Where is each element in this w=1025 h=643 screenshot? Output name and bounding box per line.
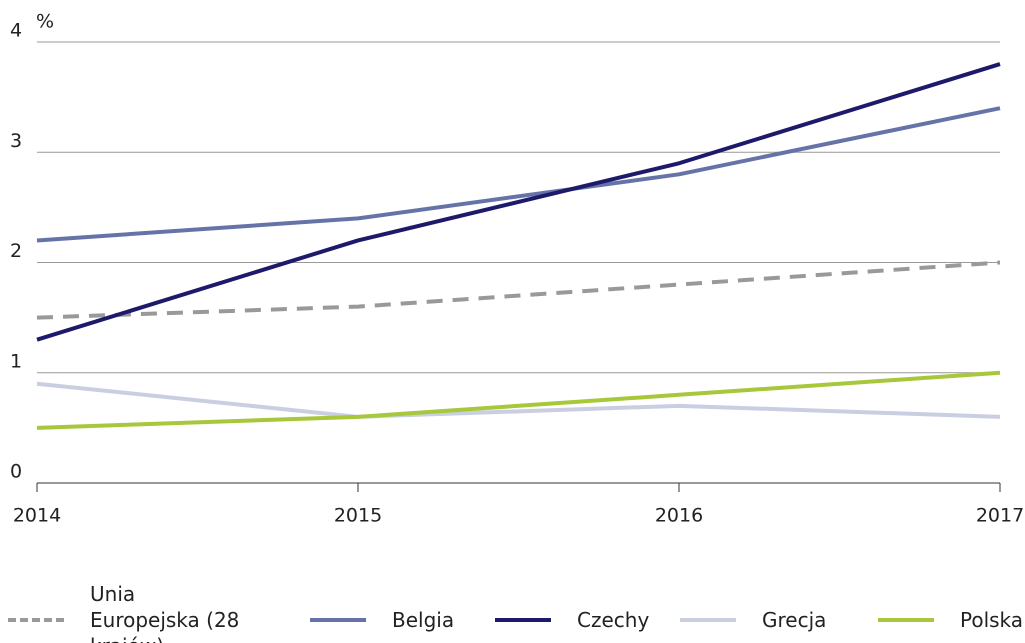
- y-tick-label: 4: [10, 20, 22, 42]
- legend-label: Belgia: [392, 608, 455, 632]
- legend-item: Polska: [878, 594, 1023, 643]
- legend-label: Unia Europejska (28 krajów): [90, 582, 240, 643]
- legend-swatch: [495, 618, 551, 622]
- y-axis-label: %: [36, 11, 54, 33]
- series-line: [36, 260, 1001, 320]
- x-tick-label: 2017: [976, 505, 1024, 527]
- legend-swatch: [878, 618, 934, 622]
- series-line: [36, 106, 1001, 243]
- legend-label: Czechy: [577, 608, 650, 632]
- x-tick-label: 2014: [13, 505, 61, 527]
- x-tick-label: 2015: [334, 505, 382, 527]
- y-tick-label: 3: [10, 130, 22, 152]
- legend-item: Czechy: [495, 594, 649, 643]
- legend-label: Grecja: [762, 608, 827, 632]
- y-tick-label: 0: [10, 461, 22, 483]
- y-tick-label: 1: [10, 350, 22, 372]
- legend-item: Grecja: [680, 594, 826, 643]
- series-line: [36, 62, 1001, 342]
- series-line: [36, 370, 1001, 430]
- legend-item: Belgia: [310, 594, 454, 643]
- legend-item: Unia Europejska (28 krajów): [8, 582, 240, 643]
- legend-swatch: [310, 618, 366, 622]
- legend-swatch: [680, 618, 736, 622]
- legend-swatch: [8, 618, 64, 622]
- y-tick-label: 2: [10, 240, 22, 262]
- x-tick-label: 2016: [655, 505, 703, 527]
- chart: % 0 1 2 3 4 2014 2015 2016 2017: [10, 11, 1024, 527]
- series-line: [36, 381, 1001, 419]
- legend-label: Polska: [960, 608, 1024, 632]
